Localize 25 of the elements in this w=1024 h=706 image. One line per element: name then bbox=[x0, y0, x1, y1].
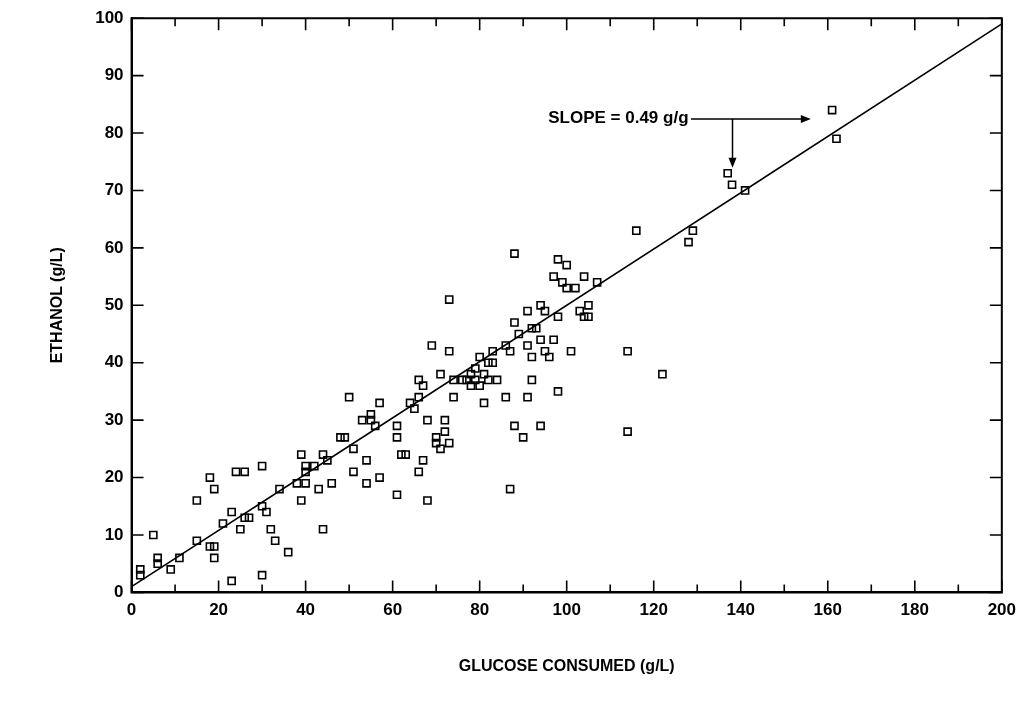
y-axis-title: ETHANOL (g/L) bbox=[48, 247, 66, 364]
y-tick-label: 80 bbox=[104, 122, 124, 142]
x-tick-label: 120 bbox=[639, 600, 668, 620]
y-tick-label: 70 bbox=[104, 180, 124, 200]
y-tick-label: 20 bbox=[104, 467, 124, 487]
y-tick-label: 10 bbox=[104, 524, 124, 544]
y-tick-label: 60 bbox=[104, 237, 124, 257]
x-tick-label: 20 bbox=[209, 600, 229, 620]
annotation: SLOPE = 0.49 g/g bbox=[548, 108, 689, 128]
x-tick-label: 40 bbox=[296, 600, 316, 620]
x-tick-label: 140 bbox=[726, 600, 755, 620]
x-tick-label: 80 bbox=[470, 600, 490, 620]
y-tick-label: 0 bbox=[114, 582, 124, 602]
x-axis-title: GLUCOSE CONSUMED (g/L) bbox=[458, 656, 675, 674]
x-tick-label: 160 bbox=[813, 600, 842, 620]
y-tick-label: 50 bbox=[104, 294, 124, 314]
x-tick-label: 100 bbox=[552, 600, 581, 620]
y-tick-label: 90 bbox=[104, 65, 124, 85]
x-tick-label: 60 bbox=[383, 600, 403, 620]
x-tick-label: 200 bbox=[987, 600, 1017, 620]
y-tick-label: 30 bbox=[104, 409, 124, 429]
y-tick-label: 100 bbox=[95, 7, 124, 27]
y-tick-label: 40 bbox=[104, 352, 124, 372]
x-tick-label: 180 bbox=[900, 600, 929, 620]
x-tick-label: 0 bbox=[126, 600, 137, 620]
